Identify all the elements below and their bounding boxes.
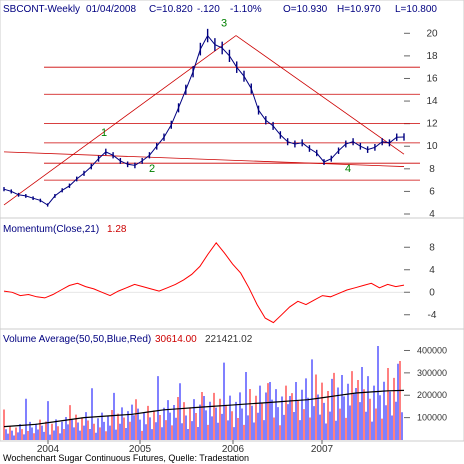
volume-y-tick-label: 200000 xyxy=(417,390,447,400)
momentum-panel-frame xyxy=(0,217,464,330)
price-y-tick-label: 16 xyxy=(426,73,438,84)
volume-value-1: 30614.00 xyxy=(155,334,197,345)
header-symbol: SBCONT-Weekly xyxy=(3,4,80,15)
header-change: -.120 xyxy=(197,4,220,15)
volume-title: Volume Average(50,50,Blue,Red) xyxy=(3,334,151,345)
pattern-label-2: 2 xyxy=(149,163,155,175)
volume-y-tick-label: 100000 xyxy=(417,413,447,423)
price-y-tick-label: 12 xyxy=(426,119,438,130)
footer-source: Wochenchart Sugar Continuous Futures, Qu… xyxy=(3,453,249,463)
price-trendline xyxy=(3,35,237,206)
volume-value-2: 221421.02 xyxy=(205,334,253,345)
price-y-tick-label: 14 xyxy=(426,96,438,107)
volume-y-tick-label: 300000 xyxy=(417,368,447,378)
momentum-y-tick-label: 4 xyxy=(429,265,435,276)
price-y-tick-label: 8 xyxy=(429,164,435,175)
time-axis-label-2005: 2005 xyxy=(129,444,152,455)
time-axis-label-2006: 2006 xyxy=(222,444,245,455)
time-axis: 2004 2005 2006 2007 xyxy=(37,440,334,455)
price-y-tick-label: 10 xyxy=(426,141,438,152)
pattern-label-3: 3 xyxy=(221,18,227,30)
price-y-tick-label: 4 xyxy=(429,209,435,220)
price-y-tick-label: 6 xyxy=(429,186,435,197)
header-close: C=10.820 xyxy=(149,4,193,15)
header-open: O=10.930 xyxy=(283,4,328,15)
momentum-title: Momentum(Close,21) xyxy=(3,224,99,235)
header-change-pct: -1.10% xyxy=(230,4,262,15)
header-high: H=10.970 xyxy=(337,4,381,15)
momentum-y-tick-label: -4 xyxy=(428,310,437,321)
volume-y-tick-label: 400000 xyxy=(417,345,447,355)
price-panel: SBCONT-Weekly 01/04/2008 C=10.820 -.120 … xyxy=(0,0,464,220)
momentum-line xyxy=(3,241,405,324)
volume-panel: Volume Average(50,50,Blue,Red) 30614.00 … xyxy=(0,328,464,442)
price-trendline xyxy=(3,151,405,167)
time-axis-label-2007: 2007 xyxy=(311,444,334,455)
header-low: L=10.800 xyxy=(395,4,437,15)
price-line xyxy=(3,34,405,206)
price-panel-frame xyxy=(0,0,464,219)
volume-average-line xyxy=(3,389,405,428)
momentum-layer: -4 0 4 8 xyxy=(3,241,437,324)
momentum-panel: Momentum(Close,21) 1.28 -4 0 4 8 xyxy=(0,217,464,330)
momentum-last-value: 1.28 xyxy=(107,224,127,235)
header-date: 01/04/2008 xyxy=(86,4,136,15)
volume-layer: 100000 200000 300000 400000 xyxy=(3,345,447,440)
time-axis-label-2004: 2004 xyxy=(37,444,60,455)
momentum-y-tick-label: 0 xyxy=(429,287,435,298)
pattern-label-4: 4 xyxy=(345,163,351,175)
price-y-tick-label: 20 xyxy=(426,28,438,39)
price-trendline xyxy=(235,35,405,155)
pattern-label-1: 1 xyxy=(101,127,107,139)
price-y-tick-label: 18 xyxy=(426,51,438,62)
momentum-y-tick-label: 8 xyxy=(429,242,435,253)
